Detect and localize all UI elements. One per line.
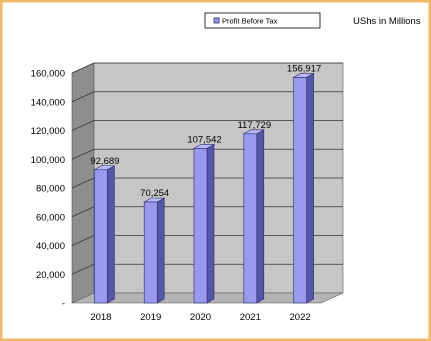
gridline-side bbox=[71, 120, 95, 131]
y-tick-label: 100,000 bbox=[31, 155, 65, 166]
bar-front bbox=[94, 169, 108, 304]
y-tick-label: 20,000 bbox=[36, 270, 65, 281]
x-tick-label: 2022 bbox=[290, 312, 311, 323]
bar-side bbox=[306, 72, 314, 304]
legend-swatch bbox=[213, 17, 220, 24]
y-tick-label: 80,000 bbox=[36, 184, 65, 195]
bar-side bbox=[206, 143, 215, 304]
gridline-side bbox=[71, 263, 95, 275]
bar-side bbox=[256, 129, 265, 304]
bar bbox=[143, 197, 166, 304]
gridline-side bbox=[71, 91, 95, 103]
data-label: 107,542 bbox=[187, 134, 221, 145]
bar-front bbox=[143, 201, 158, 304]
legend-label: Profit Before Tax bbox=[222, 17, 278, 26]
legend-box bbox=[204, 12, 321, 29]
bar bbox=[192, 143, 216, 304]
gridline-side bbox=[71, 62, 95, 74]
x-tick-label: 2020 bbox=[190, 312, 211, 323]
y-tick-label: 40,000 bbox=[36, 241, 65, 252]
data-label: 70,254 bbox=[140, 188, 169, 199]
y-tick-label: - bbox=[62, 299, 65, 310]
bar-side bbox=[107, 165, 115, 304]
bar bbox=[292, 72, 315, 304]
y-tick-label: 140,000 bbox=[31, 97, 65, 108]
y-tick-label: 160,000 bbox=[31, 69, 65, 80]
data-label: 92,689 bbox=[90, 156, 119, 167]
gridline-side bbox=[71, 206, 95, 218]
bar-front bbox=[293, 77, 307, 304]
x-tick-label: 2019 bbox=[140, 312, 161, 323]
y-tick-label: 60,000 bbox=[36, 212, 65, 223]
y-tick-label: 120,000 bbox=[31, 126, 65, 137]
unit-note: UShs in Millions bbox=[353, 16, 421, 27]
x-tick-label: 2018 bbox=[90, 312, 111, 323]
gridline-side bbox=[71, 148, 95, 160]
gridline-side bbox=[71, 177, 95, 189]
bar-side bbox=[156, 197, 165, 304]
gridline-side bbox=[71, 235, 95, 246]
data-label: 156,917 bbox=[287, 63, 321, 74]
x-tick-label: 2021 bbox=[240, 312, 261, 323]
bar bbox=[242, 129, 265, 304]
bar-front bbox=[243, 133, 258, 304]
bar bbox=[93, 165, 116, 304]
data-label: 117,729 bbox=[237, 120, 271, 131]
bar-front bbox=[193, 148, 208, 304]
